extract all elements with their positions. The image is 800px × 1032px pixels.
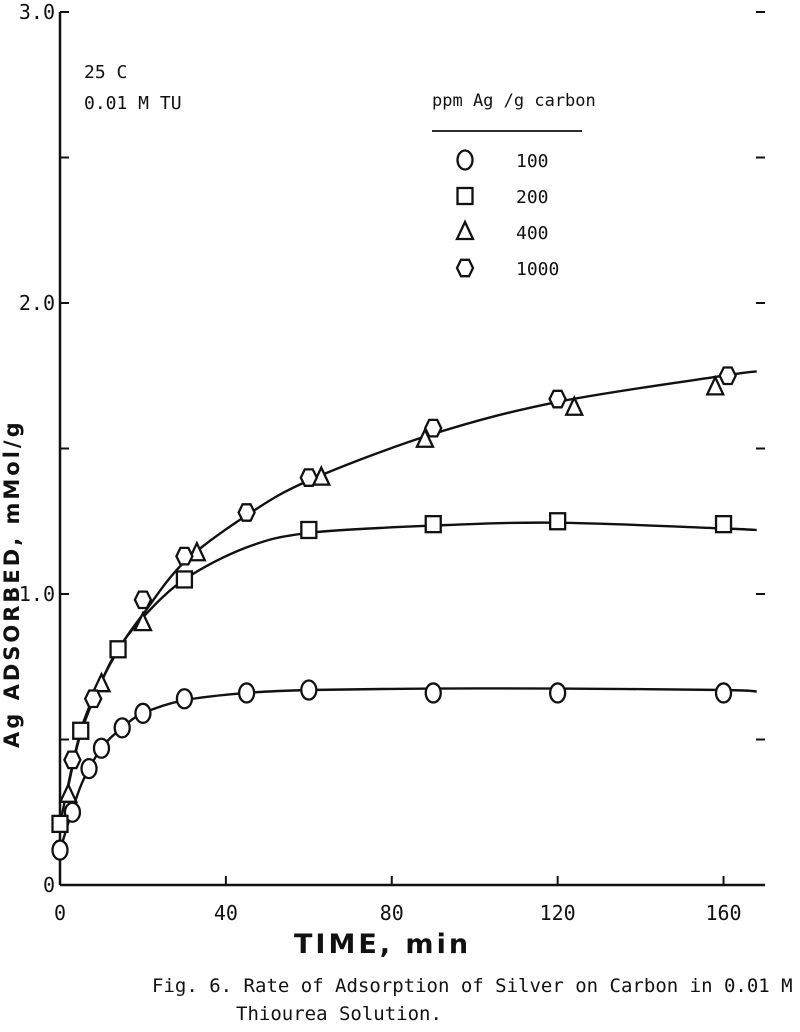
circle-marker-100-ppm — [134, 702, 152, 724]
curve-100-ppm — [58, 687, 757, 851]
hexagon-marker-1000-ppm — [548, 389, 567, 409]
legend-triangle-icon — [455, 219, 475, 241]
figure-caption-line-2: Thiourea Solution. — [236, 1003, 442, 1025]
y-tick-label: 0 — [43, 873, 55, 897]
square-marker-200-ppm — [300, 520, 318, 540]
curve-200-ppm — [58, 521, 757, 825]
square-marker-200-ppm — [424, 515, 442, 534]
x-tick-label: 40 — [214, 901, 238, 925]
hexagon-marker-1000-ppm — [83, 689, 103, 709]
hexagon-marker-1000-ppm — [299, 468, 319, 487]
legend-label-100: 100 — [516, 151, 549, 172]
hexagon-marker-1000-ppm — [133, 590, 153, 610]
square-marker-200-ppm — [548, 512, 567, 531]
condition-temperature: 25 C — [84, 62, 127, 83]
condition-concentration: 0.01 M TU — [84, 93, 182, 114]
hexagon-marker-1000-ppm — [718, 366, 737, 386]
square-marker-200-ppm — [51, 814, 69, 834]
circle-marker-100-ppm — [424, 682, 442, 704]
legend-hexagon-icon — [455, 258, 475, 278]
legend-square-icon — [456, 186, 474, 206]
triangle-marker-400-ppm — [564, 395, 585, 416]
plot-frame — [58, 12, 765, 887]
circle-marker-100-ppm — [92, 737, 111, 759]
y-tick-label: 2.0 — [19, 291, 55, 315]
circle-marker-100-ppm — [175, 688, 194, 710]
data-points — [51, 366, 737, 861]
circle-marker-100-ppm — [300, 679, 318, 701]
curve-1000-ppm — [67, 370, 757, 787]
axis-ticks: 0 1.0 2.0 3.0 0 40 80 120 160 — [19, 0, 765, 925]
square-marker-200-ppm — [72, 721, 90, 740]
x-tick-label: 80 — [380, 901, 404, 925]
circle-marker-100-ppm — [714, 682, 733, 704]
circle-marker-100-ppm — [80, 757, 98, 780]
hexagon-marker-1000-ppm — [175, 546, 194, 566]
square-marker-200-ppm — [714, 515, 733, 534]
y-tick-label: 1.0 — [19, 582, 55, 606]
y-tick-label: 3.0 — [19, 0, 55, 24]
legend-label-200: 200 — [516, 187, 549, 208]
square-marker-200-ppm — [109, 640, 127, 659]
x-axis-title: TIME, min — [294, 929, 471, 960]
x-tick-label: 160 — [705, 901, 741, 925]
legend-label-1000: 1000 — [516, 259, 559, 280]
circle-marker-100-ppm — [237, 682, 256, 704]
triangle-marker-400-ppm — [133, 610, 153, 632]
circle-marker-100-ppm — [548, 682, 567, 704]
triangle-marker-400-ppm — [58, 782, 79, 803]
circle-marker-100-ppm — [51, 839, 69, 861]
legend-title: ppm Ag /g carbon — [432, 91, 596, 111]
x-tick-label: 0 — [54, 901, 66, 925]
triangle-marker-400-ppm — [415, 427, 435, 448]
figure-caption-line-1: Fig. 6. Rate of Adsorption of Silver on … — [152, 975, 793, 997]
hexagon-marker-1000-ppm — [63, 750, 82, 770]
hexagon-marker-1000-ppm — [237, 503, 256, 522]
y-axis-title: Ag ADSORBED, mMol/g — [0, 419, 24, 748]
x-tick-label: 120 — [540, 901, 576, 925]
legend-label-400: 400 — [516, 223, 549, 244]
hexagon-marker-1000-ppm — [423, 418, 443, 438]
triangle-marker-400-ppm — [705, 374, 726, 396]
triangle-marker-400-ppm — [91, 671, 112, 693]
circle-marker-100-ppm — [113, 717, 131, 739]
square-marker-200-ppm — [175, 570, 194, 589]
fitted-curves — [58, 370, 757, 851]
legend: ppm Ag /g carbon 100 200 400 1000 — [432, 91, 596, 280]
legend-circle-icon — [456, 149, 474, 171]
